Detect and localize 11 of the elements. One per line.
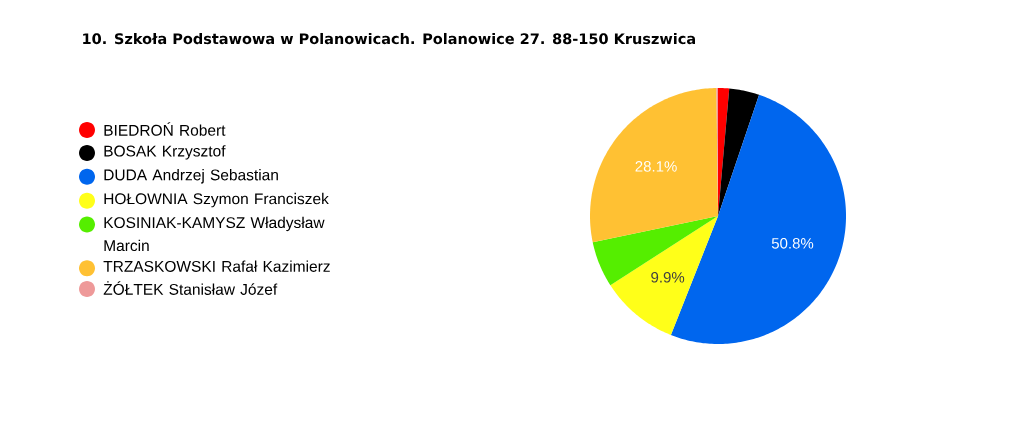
legend-label: BOSAK Krzysztof — [104, 145, 226, 160]
legend-label: BIEDROŃ Robert — [104, 122, 226, 136]
legend-label: TRZASKOWSKI Rafał Kazimierz — [103, 260, 330, 272]
legend-label: ŻÓŁTEK Stanisław Józef — [103, 281, 278, 295]
legend-label: HOŁOWNIA Szymon Franciszek — [104, 192, 329, 208]
legend-label: KOSINIAK-KAMYSZ Władysław Marcin — [104, 216, 325, 252]
data-label: 28.1% — [635, 161, 677, 172]
chart-title: 10. Szkoła Podstawowa w Polanowicach. Polanowice 27. 88-150 Kruszwica — [83, 32, 695, 45]
data-label: 50.8% — [771, 238, 814, 249]
data-label: 9.9% — [651, 272, 685, 283]
legend-label: DUDA Andrzej Sebastian — [104, 169, 278, 184]
